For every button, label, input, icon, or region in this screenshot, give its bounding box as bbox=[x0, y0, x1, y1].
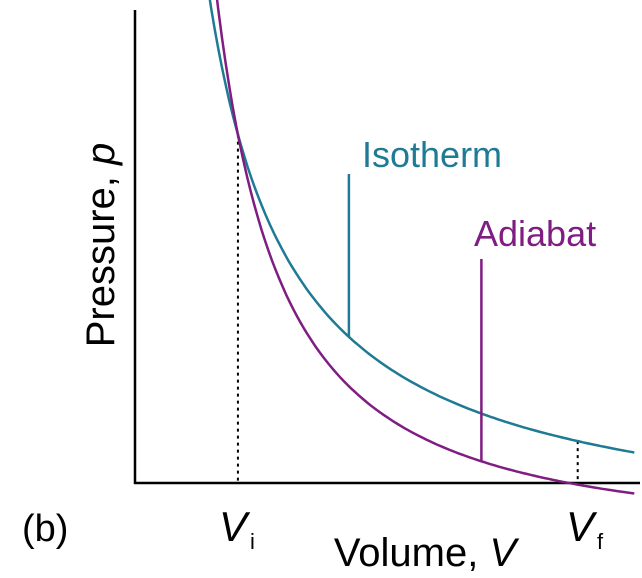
x-axis-title-symbol: V bbox=[489, 531, 519, 575]
isotherm-curve bbox=[208, 0, 635, 454]
tick-label-vi-subscript: i bbox=[250, 529, 255, 554]
panel-label: (b) bbox=[22, 508, 68, 550]
x-axis-title: Volume, V bbox=[334, 531, 520, 575]
adiabat-label: Adiabat bbox=[474, 213, 596, 254]
y-axis-title: Pressure, p bbox=[79, 143, 123, 348]
y-axis-title-text: Pressure, bbox=[79, 165, 123, 347]
y-axis-title-symbol: p bbox=[79, 143, 123, 166]
x-axis-title-text: Volume, bbox=[334, 531, 490, 575]
tick-label-vi-symbol: V bbox=[219, 503, 251, 550]
adiabat-curve bbox=[215, 0, 635, 495]
isotherm-label: Isotherm bbox=[362, 134, 502, 175]
tick-label-vf-symbol: V bbox=[566, 503, 598, 550]
tick-label-vf-subscript: f bbox=[597, 529, 604, 554]
